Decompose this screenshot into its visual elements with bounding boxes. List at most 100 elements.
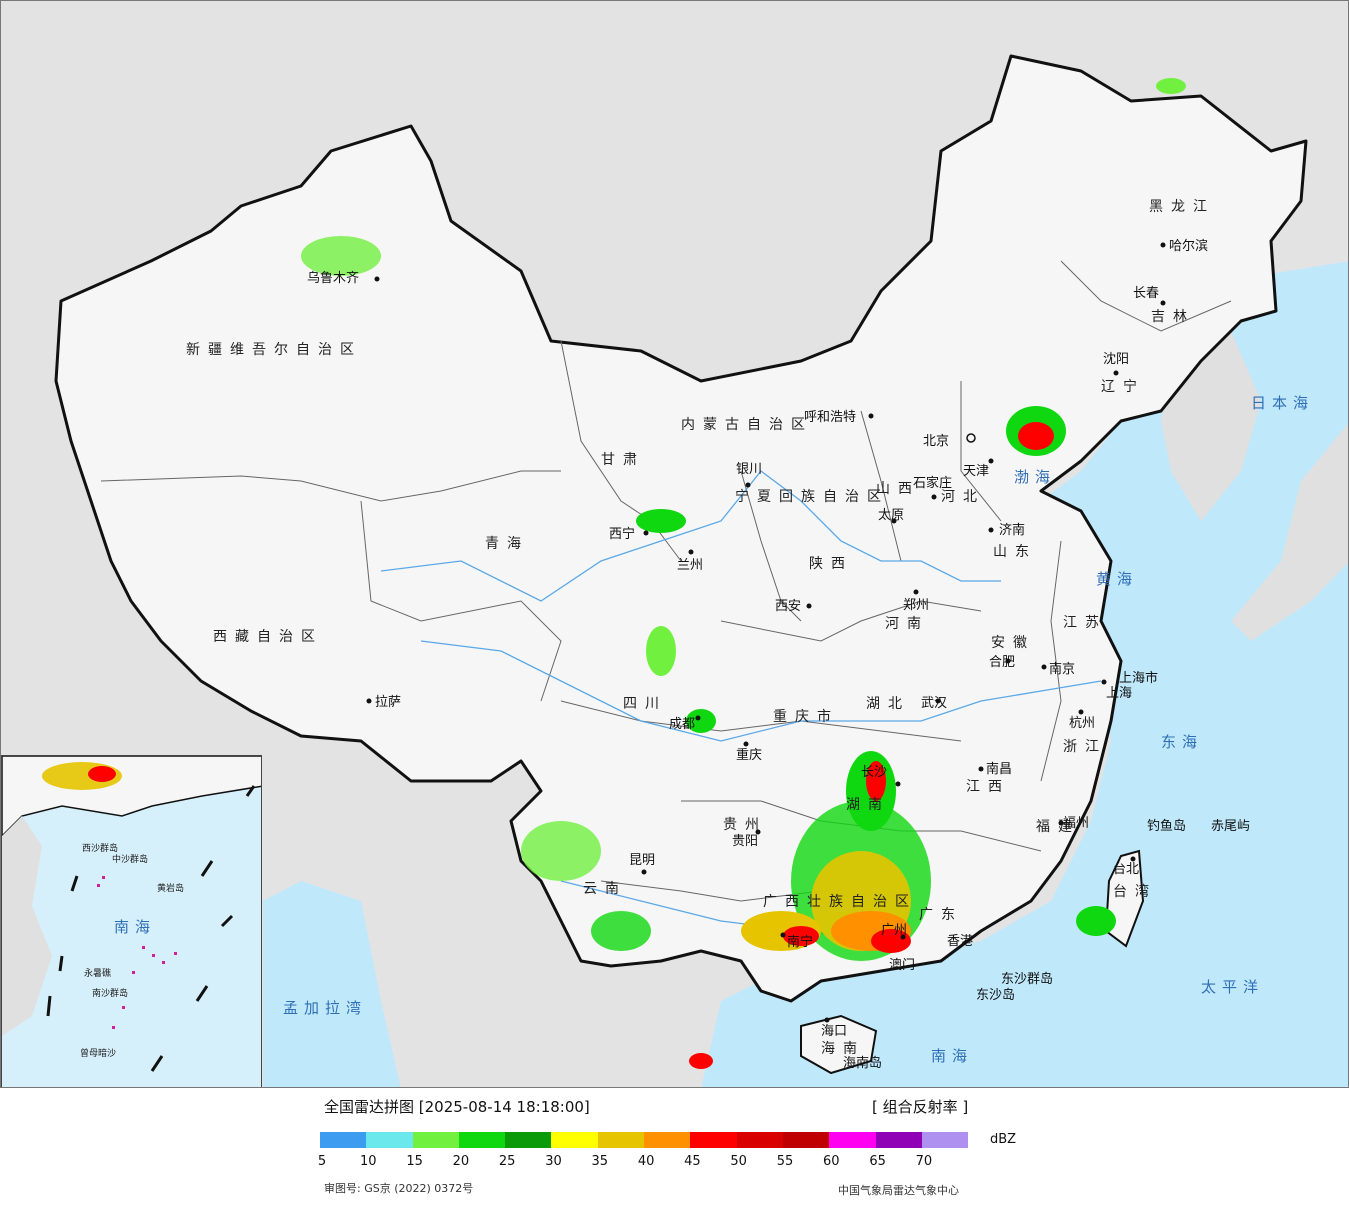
colorbar-swatch xyxy=(551,1132,598,1148)
city-label: 哈尔滨 xyxy=(1169,238,1208,254)
inset-label: 中沙群岛 xyxy=(112,853,148,865)
city-label: 重庆 xyxy=(736,747,762,763)
city-label: 太原 xyxy=(878,508,904,523)
colorbar-ticks: 5 10 15 20 25 30 35 40 45 50 55 60 65 70 xyxy=(300,1154,1000,1172)
province-label: 山西 xyxy=(876,481,920,497)
sea-label: 太平洋 xyxy=(1201,978,1264,996)
province-label: 安徽 xyxy=(991,635,1035,651)
province-label: 重庆市 xyxy=(773,708,839,725)
inset-label: 南海 xyxy=(114,918,156,936)
province-label: 海南 xyxy=(821,1041,865,1057)
colorbar-swatch xyxy=(690,1132,737,1148)
province-label: 江苏 xyxy=(1063,615,1107,631)
colorbar-swatch xyxy=(921,1132,969,1148)
colorbar-swatch xyxy=(412,1132,459,1148)
province-label: 宁夏回族自治区 xyxy=(735,488,889,505)
sea-label: 孟加拉湾 xyxy=(283,999,367,1017)
colorbar-tick-label: 30 xyxy=(545,1154,562,1169)
province-label: 西藏自治区 xyxy=(213,629,323,645)
city-label: 南昌 xyxy=(986,761,1012,777)
province-label: 台湾 xyxy=(1113,883,1157,900)
colorbar-swatch xyxy=(829,1132,876,1148)
island-label: 赤尾屿 xyxy=(1211,819,1250,834)
city-label: 沈阳 xyxy=(1103,352,1129,367)
province-label: 青海 xyxy=(485,536,529,552)
sea-labels: 渤海 黄海 东海 南海 太平洋 日本海 孟加拉湾 xyxy=(283,394,1308,1065)
city-label: 杭州 xyxy=(1069,716,1095,731)
map-approval-number: 审图号: GS京 (2022) 0372号 xyxy=(324,1182,474,1195)
sea-label: 南海 xyxy=(931,1047,973,1065)
province-label: 湖南 xyxy=(846,797,890,813)
city-markers xyxy=(366,242,1166,1023)
province-label: 内蒙古自治区 xyxy=(681,417,813,433)
inset-label: 永暑礁 xyxy=(84,967,111,979)
city-label: 上海 xyxy=(1106,686,1132,701)
province-label: 广东 xyxy=(919,907,963,923)
island-label: 钓鱼岛 xyxy=(1147,818,1186,834)
inset-canvas: 西沙群岛 中沙群岛 南沙群岛 黄岩岛 永暑礁 曾母暗沙 南海 xyxy=(2,756,261,1072)
sea-label: 渤海 xyxy=(1014,468,1056,486)
province-label: 甘肃 xyxy=(601,452,645,468)
province-label: 浙江 xyxy=(1063,739,1107,755)
province-label: 四川 xyxy=(623,696,667,712)
city-label: 贵阳 xyxy=(732,834,758,849)
inset-label: 黄岩岛 xyxy=(157,882,184,894)
city-label: 昆明 xyxy=(629,853,655,868)
colorbar-tick-label: 70 xyxy=(915,1154,933,1169)
legend-panel: 全国雷达拼图 [2025-08-14 18:18:00] [ 组合反射率 ] 5… xyxy=(0,1088,1349,1208)
province-label: 吉林 xyxy=(1151,309,1195,325)
radar-map[interactable]: 新疆维吾尔自治区 西藏自治区 青海 甘肃 内蒙古自治区 黑龙江 吉林 辽宁 河北… xyxy=(0,0,1349,1088)
province-labels: 新疆维吾尔自治区 西藏自治区 青海 甘肃 内蒙古自治区 黑龙江 吉林 辽宁 河北… xyxy=(186,199,1207,1057)
inset-label: 曾母暗沙 xyxy=(80,1047,116,1059)
colorbar-tick-label: 25 xyxy=(498,1154,516,1169)
colorbar-tick-label: 15 xyxy=(406,1154,423,1169)
colorbar-swatch xyxy=(505,1132,552,1148)
city-label: 成都 xyxy=(669,717,695,732)
colorbar-tick-label: 20 xyxy=(452,1154,470,1169)
city-label: 兰州 xyxy=(677,558,703,573)
island-labels: 钓鱼岛 赤尾屿 东沙群岛 东沙岛 海南岛 xyxy=(843,818,1250,1071)
colorbar-tick-label: 35 xyxy=(591,1154,609,1169)
province-label: 云南 xyxy=(583,881,627,897)
province-label: 陕西 xyxy=(809,556,853,572)
inset-label: 西沙群岛 xyxy=(82,842,118,854)
province-borders xyxy=(100,260,1232,902)
colorbar-tick-label: 5 xyxy=(317,1154,327,1169)
city-label: 澳门 xyxy=(889,957,915,973)
colorbar-tick-label: 10 xyxy=(360,1154,377,1169)
colorbar-tick-label: 50 xyxy=(730,1154,747,1169)
colorbar-swatch xyxy=(458,1132,506,1148)
producer-credit: 中国气象局雷达气象中心 xyxy=(838,1184,959,1197)
sea-label: 东海 xyxy=(1161,733,1203,751)
colorbar-swatch xyxy=(366,1132,413,1148)
city-label: 拉萨 xyxy=(375,695,401,710)
reflectivity-colorbar xyxy=(320,1132,969,1148)
city-label: 乌鲁木齐 xyxy=(307,270,359,286)
city-label: 南京 xyxy=(1049,661,1075,677)
island-label: 海南岛 xyxy=(843,1055,882,1071)
city-label: 西安 xyxy=(775,599,801,614)
colorbar-unit: dBZ xyxy=(990,1132,1017,1147)
colorbar-tick-label: 45 xyxy=(684,1154,701,1169)
colorbar-tick-label: 65 xyxy=(869,1154,886,1169)
city-label: 呼和浩特 xyxy=(804,410,856,425)
city-label: 郑州 xyxy=(903,598,929,613)
city-label: 南宁 xyxy=(787,934,813,950)
island-label: 东沙岛 xyxy=(976,987,1015,1003)
hainan-island xyxy=(800,1014,878,1075)
province-label: 新疆维吾尔自治区 xyxy=(186,342,362,358)
city-label: 香港 xyxy=(947,934,973,949)
city-labels: 乌鲁木齐 拉萨 西宁 兰州 银川 呼和浩特 北京 天津 石家庄 太原 济南 郑州… xyxy=(307,238,1208,1039)
product-type-label: [ 组合反射率 ] xyxy=(872,1098,969,1116)
colorbar-swatch xyxy=(320,1132,367,1148)
island-label: 东沙群岛 xyxy=(1001,971,1053,987)
city-label: 北京 xyxy=(923,434,949,449)
province-label: 湖北 xyxy=(866,696,910,712)
city-label: 济南 xyxy=(999,522,1025,538)
inset-label: 南沙群岛 xyxy=(92,987,128,999)
city-label: 福州 xyxy=(1063,816,1089,831)
colorbar-tick-label: 60 xyxy=(823,1154,840,1169)
city-label: 银川 xyxy=(736,462,762,477)
foreign-land xyxy=(1231,423,1348,641)
sea-label: 黄海 xyxy=(1096,570,1138,588)
